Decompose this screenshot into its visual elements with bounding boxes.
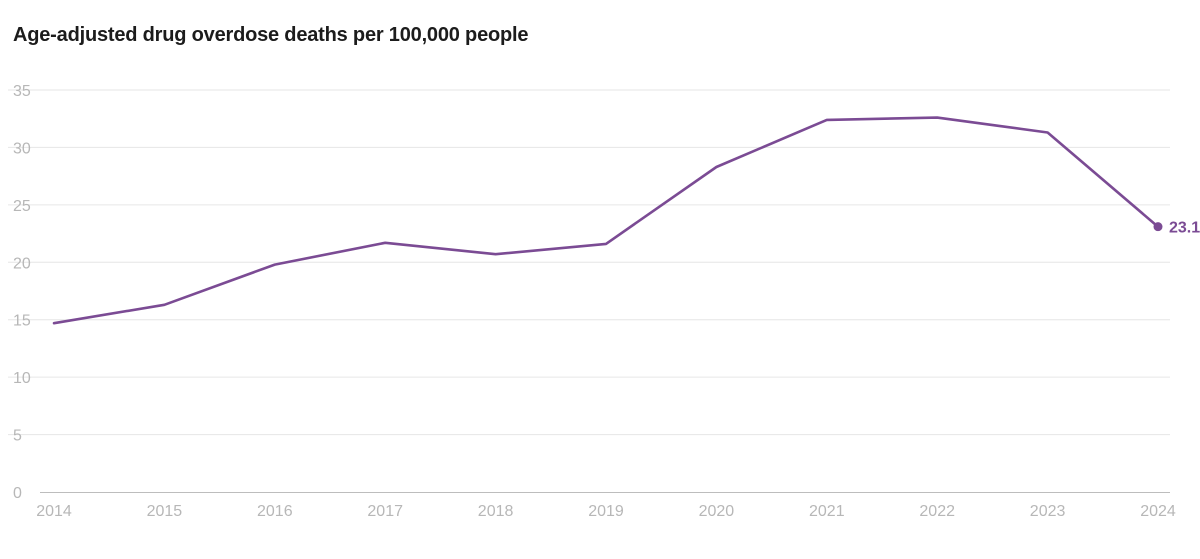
x-tick-label: 2019 <box>588 503 624 520</box>
x-tick-label: 2020 <box>699 503 735 520</box>
x-axis-ticks: 2014 2015 2016 2017 2018 2019 2020 2021 2022 2023… <box>36 503 1176 520</box>
y-tick-label: 5 <box>13 428 22 445</box>
x-tick-label: 2022 <box>919 503 955 520</box>
x-tick-label: 2018 <box>478 503 514 520</box>
x-tick-label: 2016 <box>257 503 293 520</box>
y-tick-label: 10 <box>13 370 31 387</box>
chart-title: Age-adjusted drug overdose deaths per 10… <box>13 24 529 46</box>
x-tick-label: 2017 <box>367 503 403 520</box>
y-tick-label: 0 <box>13 485 22 502</box>
gridlines <box>8 89 1170 436</box>
x-tick-label: 2015 <box>147 503 183 520</box>
x-tick-label: 2024 <box>1140 503 1176 520</box>
y-tick-label: 20 <box>13 255 31 272</box>
series-line <box>52 116 1160 325</box>
series-group: 23.1 <box>52 116 1200 325</box>
y-axis-ticks: 0 5 10 15 20 25 30 35 <box>13 83 31 502</box>
x-tick-label: 2014 <box>36 503 72 520</box>
y-tick-label: 15 <box>13 313 31 330</box>
end-value-label: 23.1 <box>1169 220 1200 237</box>
y-tick-label: 35 <box>13 83 31 100</box>
y-tick-label: 25 <box>13 198 31 215</box>
y-tick-label: 30 <box>13 140 31 157</box>
end-point-marker <box>1153 222 1163 232</box>
x-tick-label: 2023 <box>1030 503 1066 520</box>
x-tick-label: 2021 <box>809 503 845 520</box>
